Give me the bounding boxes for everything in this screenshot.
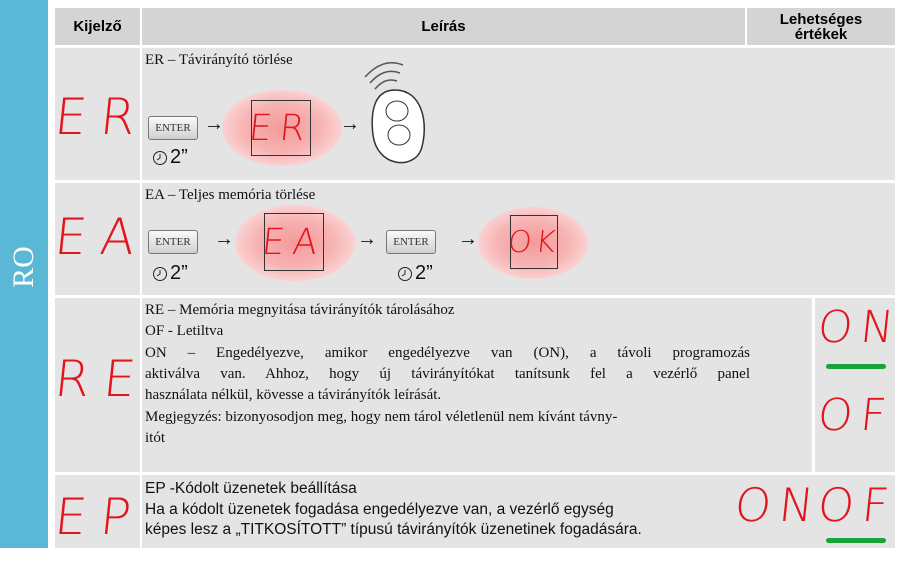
clock-icon [398,267,412,281]
default-indicator [826,364,886,369]
row-title: EA – Teljes memória törlése [145,187,316,203]
value-code: ON [732,478,825,532]
clock-icon [153,151,167,165]
display-code: RE [51,350,153,408]
display-code: EP [51,488,148,546]
header-description: Leírás [142,8,745,45]
led-glow [222,90,342,166]
header-values: Lehetséges értékek [747,8,895,45]
arrow: → [458,228,478,250]
arrow: → [204,113,224,135]
cell [55,48,140,180]
enter-button: ENTER [148,116,198,140]
led-glow [235,205,355,281]
display-code: EA [51,208,152,266]
led-text: OK [506,224,562,260]
clock-icon [153,267,167,281]
description-line: itót [145,430,166,446]
description-line: OF - Letiltva [145,323,224,339]
default-indicator [826,538,886,543]
description-line: RE – Memória megnyitása távirányítók tár… [145,302,455,318]
arrow: → [340,113,360,135]
hold-time: 2” [170,262,188,284]
cell [142,475,895,548]
side-label: RO [7,246,40,288]
value-code: OF [815,390,897,441]
arrow: → [357,228,377,250]
led-box: OK [507,215,561,269]
arrow: → [214,228,234,250]
enter-button: ENTER [386,230,436,254]
description-line: képes lesz a „TITKOSÍTOTT” típusú távirá… [145,521,642,538]
cell [815,298,895,472]
hold-time: 2” [170,146,188,168]
led-box: ER [247,100,315,156]
value-code: OF [815,478,900,532]
cell [142,298,812,472]
led-glow [478,207,588,279]
enter-button: ENTER [148,230,198,254]
cell [55,475,140,548]
description-line: Megjegyzés: bizonyosodjon meg, hogy nem … [145,409,618,425]
led-text: EA [260,221,328,263]
description-line: ON – Engedélyezve, amikor engedélyezve v… [145,345,750,361]
led-text: ER [246,107,316,149]
display-code: ER [51,88,153,146]
side-bar [0,0,48,548]
cell [55,298,140,472]
hold-time: 2” [415,262,433,284]
row-title: ER – Távirányító törlése [145,52,293,68]
row-title: EP -Kódolt üzenetek beállítása [145,480,357,497]
description-line: Ha a kódolt üzenetek fogadása engedélyez… [145,501,614,518]
header-display: Kijelző [55,8,140,45]
remote-icon [364,62,425,164]
led-box: EA [260,213,328,271]
description-line: használata nélkül, kövesse a távirányító… [145,387,442,403]
value-code: ON [815,302,901,353]
cell [55,183,140,295]
description-line: aktiválva van. Ahhoz, hogy új távirányít… [145,366,750,382]
